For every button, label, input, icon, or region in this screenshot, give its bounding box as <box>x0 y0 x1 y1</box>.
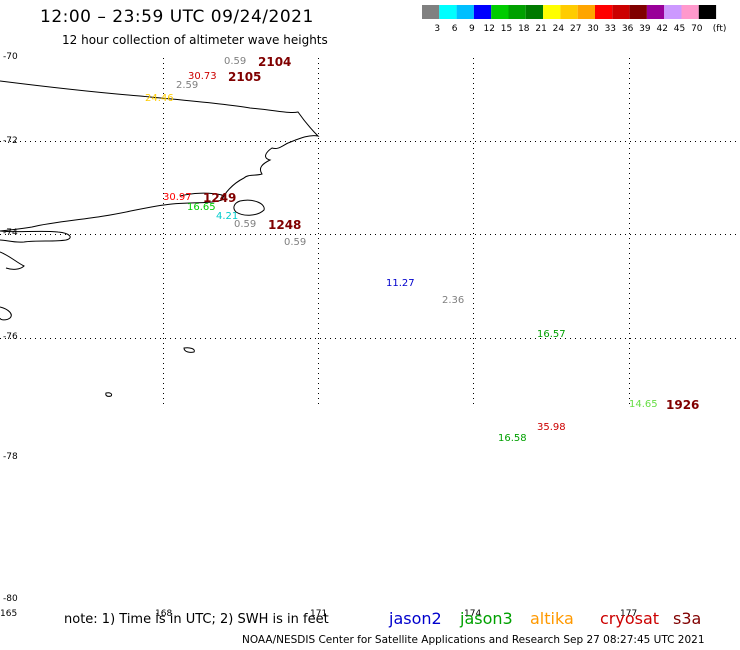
pass-id: 1248 <box>268 218 302 232</box>
legend-tick-label: 70 <box>691 24 703 34</box>
legend-tick-label: 3 <box>434 24 440 34</box>
lat-label: -76 <box>3 332 18 342</box>
footer-note: note: 1) Time is in UTC; 2) SWH is in fe… <box>64 612 329 627</box>
graticule <box>0 58 736 408</box>
legend-tick-label: 36 <box>622 24 634 34</box>
legend-tick-label: 24 <box>553 24 565 34</box>
legend-swatch <box>473 5 492 19</box>
legend-tick-label: 27 <box>570 24 581 34</box>
wave-height-value: 0.59 <box>284 237 307 248</box>
satellite-jason3-label: jason3 <box>460 609 513 628</box>
legend-tick-label: 39 <box>639 24 651 34</box>
legend-swatch <box>612 5 630 19</box>
legend-tick-label: 6 <box>452 24 458 34</box>
lat-label: -72 <box>3 136 18 146</box>
lat-label: -80 <box>3 594 18 604</box>
wave-height-value: 16.58 <box>498 433 527 444</box>
map-subtitle: 12 hour collection of altimeter wave hei… <box>62 33 328 47</box>
wave-height-value: 0.59 <box>224 56 247 67</box>
legend-tick-label: 9 <box>469 24 475 34</box>
pass-id: 1926 <box>666 398 700 412</box>
lon-label: 165 <box>0 609 18 619</box>
legend-swatch <box>577 5 595 19</box>
legend-swatch <box>422 5 440 19</box>
legend-swatch <box>698 5 717 19</box>
pass-id: 2105 <box>228 70 262 84</box>
pass-id: 1249 <box>203 191 237 205</box>
legend-unit-label: (ft) <box>713 24 727 34</box>
wave-height-value: 0.59 <box>234 219 257 230</box>
lon-label: 171 <box>310 609 328 619</box>
legend-tick-label: 15 <box>501 24 512 34</box>
wave-height-value: 2.36 <box>442 295 465 306</box>
wave-height-value: 2.59 <box>176 80 199 91</box>
satellite-cryosat-label: cryosat <box>600 609 660 628</box>
legend-tick-label: 30 <box>587 24 599 34</box>
legend-tick-label: 45 <box>674 24 685 34</box>
legend-swatch <box>439 5 457 19</box>
legend-swatch <box>456 5 474 19</box>
legend-swatch <box>629 5 647 19</box>
legend-swatch <box>525 5 544 19</box>
legend-swatch <box>560 5 578 19</box>
lat-label: -70 <box>3 52 18 62</box>
legend-swatch <box>646 5 665 19</box>
wave-height-value: 16.65 <box>187 202 216 213</box>
legend-swatch <box>595 5 613 19</box>
legend-swatch <box>543 5 561 19</box>
wave-height-value: 11.27 <box>386 278 415 289</box>
legend-tick-label: 33 <box>605 24 616 34</box>
wave-height-value: 30.73 <box>188 71 217 82</box>
satellite-jason2-label: jason2 <box>389 609 442 628</box>
wave-height-value: 24.46 <box>145 93 174 104</box>
wave-height-value: 35.98 <box>537 422 566 433</box>
satellite-altika-label: altika <box>530 609 574 628</box>
legend-tick-label: 21 <box>535 24 546 34</box>
lat-label: -78 <box>3 452 18 462</box>
wave-height-value: 30.97 <box>163 192 192 203</box>
lon-label: 174 <box>464 609 482 619</box>
lon-label: 177 <box>620 609 638 619</box>
wave-height-value: 14.65 <box>629 399 658 410</box>
coastline <box>0 80 320 397</box>
wave-height-color-legend: 3 6 9 12 15 18 21 24 27 30 33 36 39 42 45 70 (ft) <box>422 5 727 34</box>
legend-swatch <box>508 5 526 19</box>
legend-tick-label: 42 <box>656 24 667 34</box>
satellite-s3a-label: s3a <box>673 609 702 628</box>
legend-tick-label: 18 <box>518 24 530 34</box>
lon-label: 168 <box>155 609 173 619</box>
wave-height-value: 4.21 <box>216 211 239 222</box>
credit-line: NOAA/NESDIS Center for Satellite Applica… <box>242 634 705 646</box>
legend-swatch <box>681 5 699 19</box>
map-title: 12:00 – 23:59 UTC 09/24/2021 <box>40 7 314 27</box>
pass-id: 2104 <box>258 55 292 69</box>
legend-swatch <box>491 5 509 19</box>
wave-height-value: 16.57 <box>537 329 566 340</box>
lat-label: -74 <box>3 228 18 238</box>
legend-swatch <box>664 5 682 19</box>
legend-tick-label: 12 <box>483 24 494 34</box>
